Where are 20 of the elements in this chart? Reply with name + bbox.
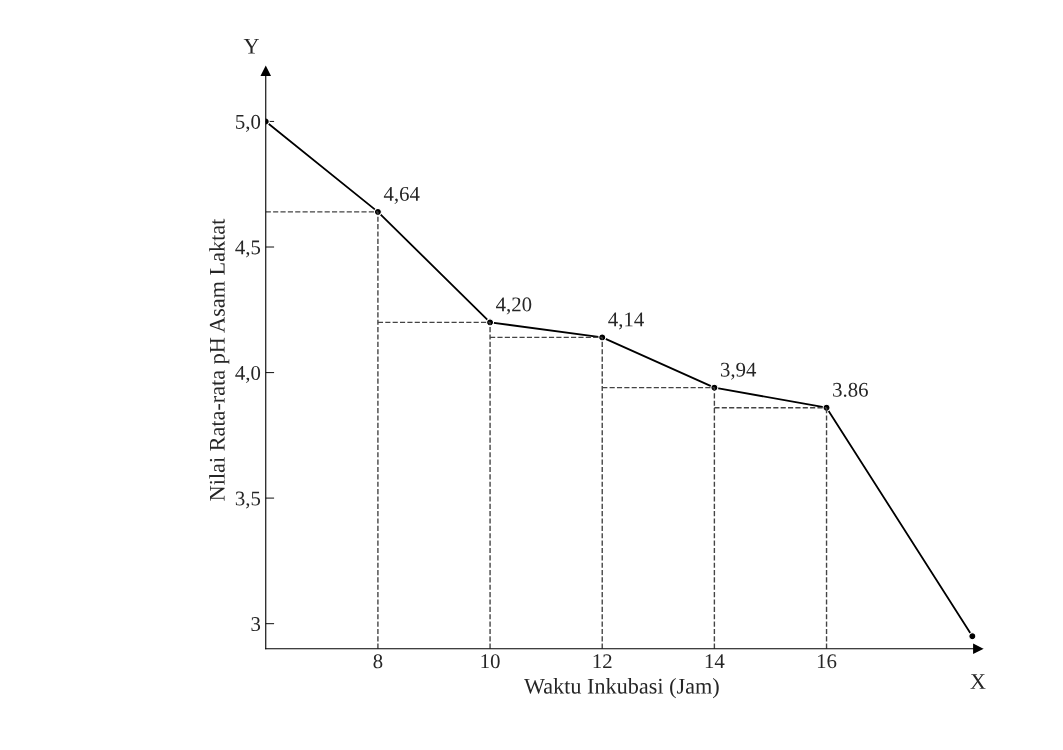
x-tick-label: 12 [593, 654, 612, 669]
text: X [970, 674, 986, 689]
x-tick-label: 14 [705, 654, 725, 669]
x-tick-label: 8 [373, 654, 383, 669]
x-tick-label: 10 [481, 654, 500, 669]
data-label: 4,64 [383, 186, 420, 204]
point [968, 632, 977, 641]
x-tick-label: 16 [817, 654, 837, 669]
y-tick-label: 4,5 [235, 240, 261, 258]
y-tick-label: 3 [251, 617, 261, 632]
data-label: 3.86 [833, 382, 868, 397]
y-tick-label: 5,0 [236, 114, 261, 132]
data-label: 4,14 [608, 312, 644, 330]
text: Y [243, 38, 259, 54]
data-label: 3,94 [720, 362, 757, 380]
y-axis-title: Nilai Rata-rata pH Asam Laktat [209, 218, 230, 501]
y-tick-label: 3,5 [235, 491, 261, 509]
x-axis-title: Waktu Inkubasi (Jam) [524, 678, 719, 699]
y-tick-label: 4,0 [235, 365, 261, 383]
data-label: 4,20 [496, 297, 532, 315]
